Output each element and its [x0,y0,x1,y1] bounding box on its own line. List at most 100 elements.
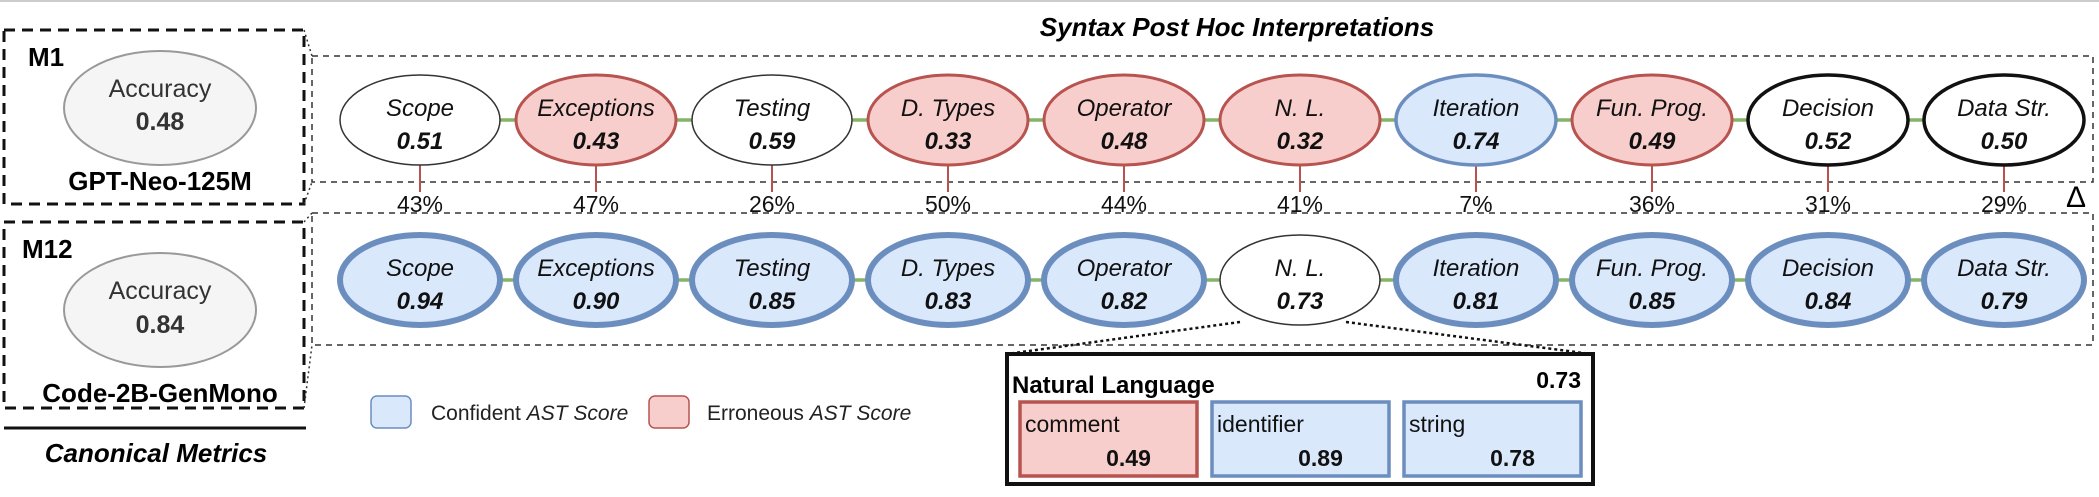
detail-item-box [1210,400,1391,478]
m1-model-box: M1 Accuracy 0.48 GPT-Neo-125M [2,28,313,206]
detail-item-comment: comment 0.49 [1018,400,1199,478]
m1-node-label: Decision [1782,95,1874,122]
detail-items: comment 0.49 identifier 0.89 string 0.78 [1018,400,1583,478]
m12-node-label: Decision [1782,255,1874,282]
m12-node-label: N. L. [1275,255,1326,282]
m12-node-score: 0.73 [1277,288,1324,315]
m12-node-label: D. Types [901,255,995,282]
m1-node-testing: Testing 0.59 [691,74,853,166]
m1-node-label: N. L. [1275,95,1326,122]
m1-node-ellipse [1218,73,1382,167]
m12-node-iteration: Iteration 0.81 [1393,232,1559,328]
delta-label-data-str: 29% [1981,191,2027,217]
m12-node-n-l: N. L. 0.73 [1219,234,1381,326]
m1-id: M1 [28,42,64,72]
m12-node-score: 0.85 [1629,288,1676,315]
m1-node-label: Fun. Prog. [1596,95,1708,122]
m1-node-scope: Scope 0.51 [339,74,501,166]
delta-label-testing: 26% [749,191,795,217]
m12-node-label: Fun. Prog. [1596,255,1708,282]
legend-confident-label: Confident AST Score [431,402,628,425]
delta-label-iteration: 7% [1459,191,1492,217]
m12-node-ellipse [1921,232,2087,328]
natural-language-detail-box: Natural Language 0.73 comment 0.49 identif… [1005,352,1595,486]
m1-node-score: 0.51 [397,128,444,155]
m1-accuracy-ellipse [63,50,257,166]
m12-node-label: Testing [734,255,811,282]
m12-node-score: 0.83 [925,288,972,315]
m12-node-decision: Decision 0.84 [1745,232,1911,328]
detail-callout-right [1345,320,1592,356]
m1-nodes-layer: Scope 0.51 Exceptions 0.43 Testing 0.59 D. Typ… [339,73,2086,167]
m12-node-label: Exceptions [537,255,654,282]
detail-item-label: string [1409,411,1465,437]
m1-node-label: Iteration [1433,95,1520,122]
m12-node-data-str: Data Str. 0.79 [1921,232,2087,328]
m1-node-label: Testing [734,95,811,122]
m12-accuracy-label: Accuracy [109,277,212,305]
detail-item-value: 0.78 [1490,445,1535,471]
m12-node-ellipse [865,232,1031,328]
legend-erroneous-swatch [648,395,690,429]
m1-node-label: Data Str. [1957,95,2051,122]
m1-node-label: Exceptions [537,95,654,122]
m1-node-label: D. Types [901,95,995,122]
m1-node-ellipse [1570,73,1734,167]
m1-node-score: 0.74 [1453,128,1500,155]
m12-node-score: 0.94 [397,288,444,315]
m1-node-ellipse [1746,73,1910,167]
detail-item-value: 0.89 [1298,445,1343,471]
m1-row-container [311,55,2094,183]
m12-node-label: Operator [1077,255,1173,282]
m12-node-score: 0.79 [1981,288,2028,315]
delta-label-operator: 44% [1101,191,1147,217]
m1-node-ellipse [514,73,678,167]
m12-node-scope: Scope 0.94 [337,232,503,328]
m1-node-score: 0.43 [573,128,620,155]
m12-node-ellipse [513,232,679,328]
delta-label-exceptions: 47% [573,191,619,217]
m1-node-operator: Operator 0.48 [1042,73,1206,167]
delta-symbol: Δ [2066,181,2086,214]
m1-model-name: GPT-Neo-125M [68,166,252,196]
m1-node-decision: Decision 0.52 [1746,73,1910,167]
m12-node-score: 0.90 [573,288,620,315]
legend-erroneous-label: Erroneous AST Score [707,402,911,425]
diagram-title: Syntax Post Hoc Interpretations [1040,12,1434,42]
m1-node-ellipse [1042,73,1206,167]
m1-node-score: 0.32 [1277,128,1324,155]
m12-node-exceptions: Exceptions 0.90 [513,232,679,328]
m12-node-score: 0.85 [749,288,796,315]
m1-node-score: 0.59 [749,128,796,155]
m1-node-label: Scope [386,95,454,122]
m1-accuracy-label: Accuracy [109,75,212,103]
delta-label-scope: 43% [397,191,443,217]
detail-item-identifier: identifier 0.89 [1210,400,1391,478]
m12-nodes-layer: Scope 0.94 Exceptions 0.90 Testing 0.85 D. Typ… [337,232,2087,328]
m1-node-fun-prog: Fun. Prog. 0.49 [1570,73,1734,167]
m1-node-score: 0.50 [1981,128,2028,155]
delta-label-decision: 31% [1805,191,1851,217]
m1-node-ellipse [1922,73,2086,167]
m12-node-ellipse [1041,232,1207,328]
m1-accuracy-value: 0.48 [136,108,185,136]
m12-model-box: M12 Accuracy 0.84 Code-2B-GenMono [2,212,313,410]
delta-label-n-l: 41% [1277,191,1323,217]
m12-node-label: Scope [386,255,454,282]
m1-node-label: Operator [1077,95,1173,122]
delta-label-d-types: 50% [925,191,971,217]
detail-item-box [1402,400,1583,478]
m12-accuracy-value: 0.84 [136,311,185,339]
m1-node-d-types: D. Types 0.33 [866,73,1030,167]
m12-node-ellipse [689,232,855,328]
detail-item-box [1018,400,1199,478]
m12-node-score: 0.81 [1453,288,1500,315]
m12-node-operator: Operator 0.82 [1041,232,1207,328]
m1-node-exceptions: Exceptions 0.43 [514,73,678,167]
m1-node-ellipse [339,74,501,166]
m12-id: M12 [22,234,73,264]
m1-node-score: 0.33 [925,128,972,155]
detail-item-string: string 0.78 [1402,400,1583,478]
